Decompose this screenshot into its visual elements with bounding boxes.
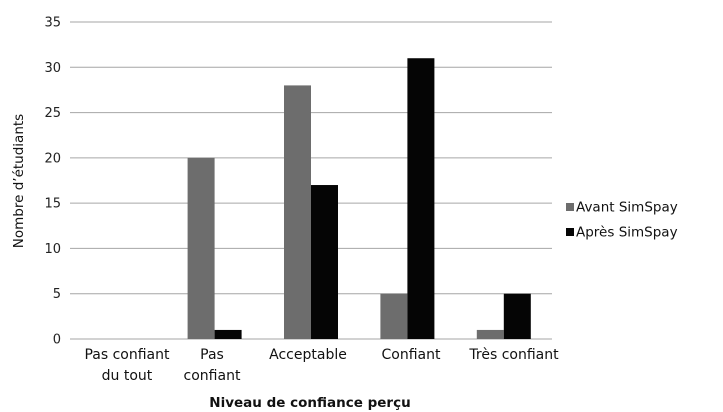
legend-swatch [566,228,574,236]
legend: Avant SimSpay Après SimSpay [566,200,678,241]
bars [187,58,531,340]
legend-label: Avant SimSpay [576,200,678,216]
y-tick-label: 30 [44,61,61,76]
bar-apres [311,185,338,339]
bar-apres [214,329,242,339]
x-axis-title: Niveau de confiance perçu [209,395,410,411]
bar-avant [187,157,215,339]
x-category-label: Très confiant [468,347,559,363]
legend-swatch [566,203,574,211]
x-category-label: Acceptable [269,347,347,363]
x-category-label: Pas confiant du tout [84,347,170,384]
bar-avant [284,85,311,340]
x-category-labels: Pas confiant du tout Pas confiant Acceptable… [84,347,559,384]
y-tick-label: 25 [44,106,61,121]
x-category-label: Confiant [382,347,441,363]
y-tick-label: 10 [44,242,61,257]
y-axis-title: Nombre d’étudiants [11,114,27,248]
bar-avant [380,293,408,339]
y-tick-label: 15 [44,197,61,212]
bar-avant [476,329,504,339]
y-tick-labels: 0 5 10 15 20 25 30 35 [44,16,61,348]
x-category-label: Pas confiant [184,347,241,384]
bar-apres [407,58,435,339]
legend-label: Après SimSpay [576,225,678,241]
y-tick-label: 0 [53,333,61,348]
bar-apres [503,293,531,339]
y-tick-label: 20 [44,151,61,166]
y-tick-label: 5 [53,287,61,302]
y-tick-label: 35 [44,16,61,31]
